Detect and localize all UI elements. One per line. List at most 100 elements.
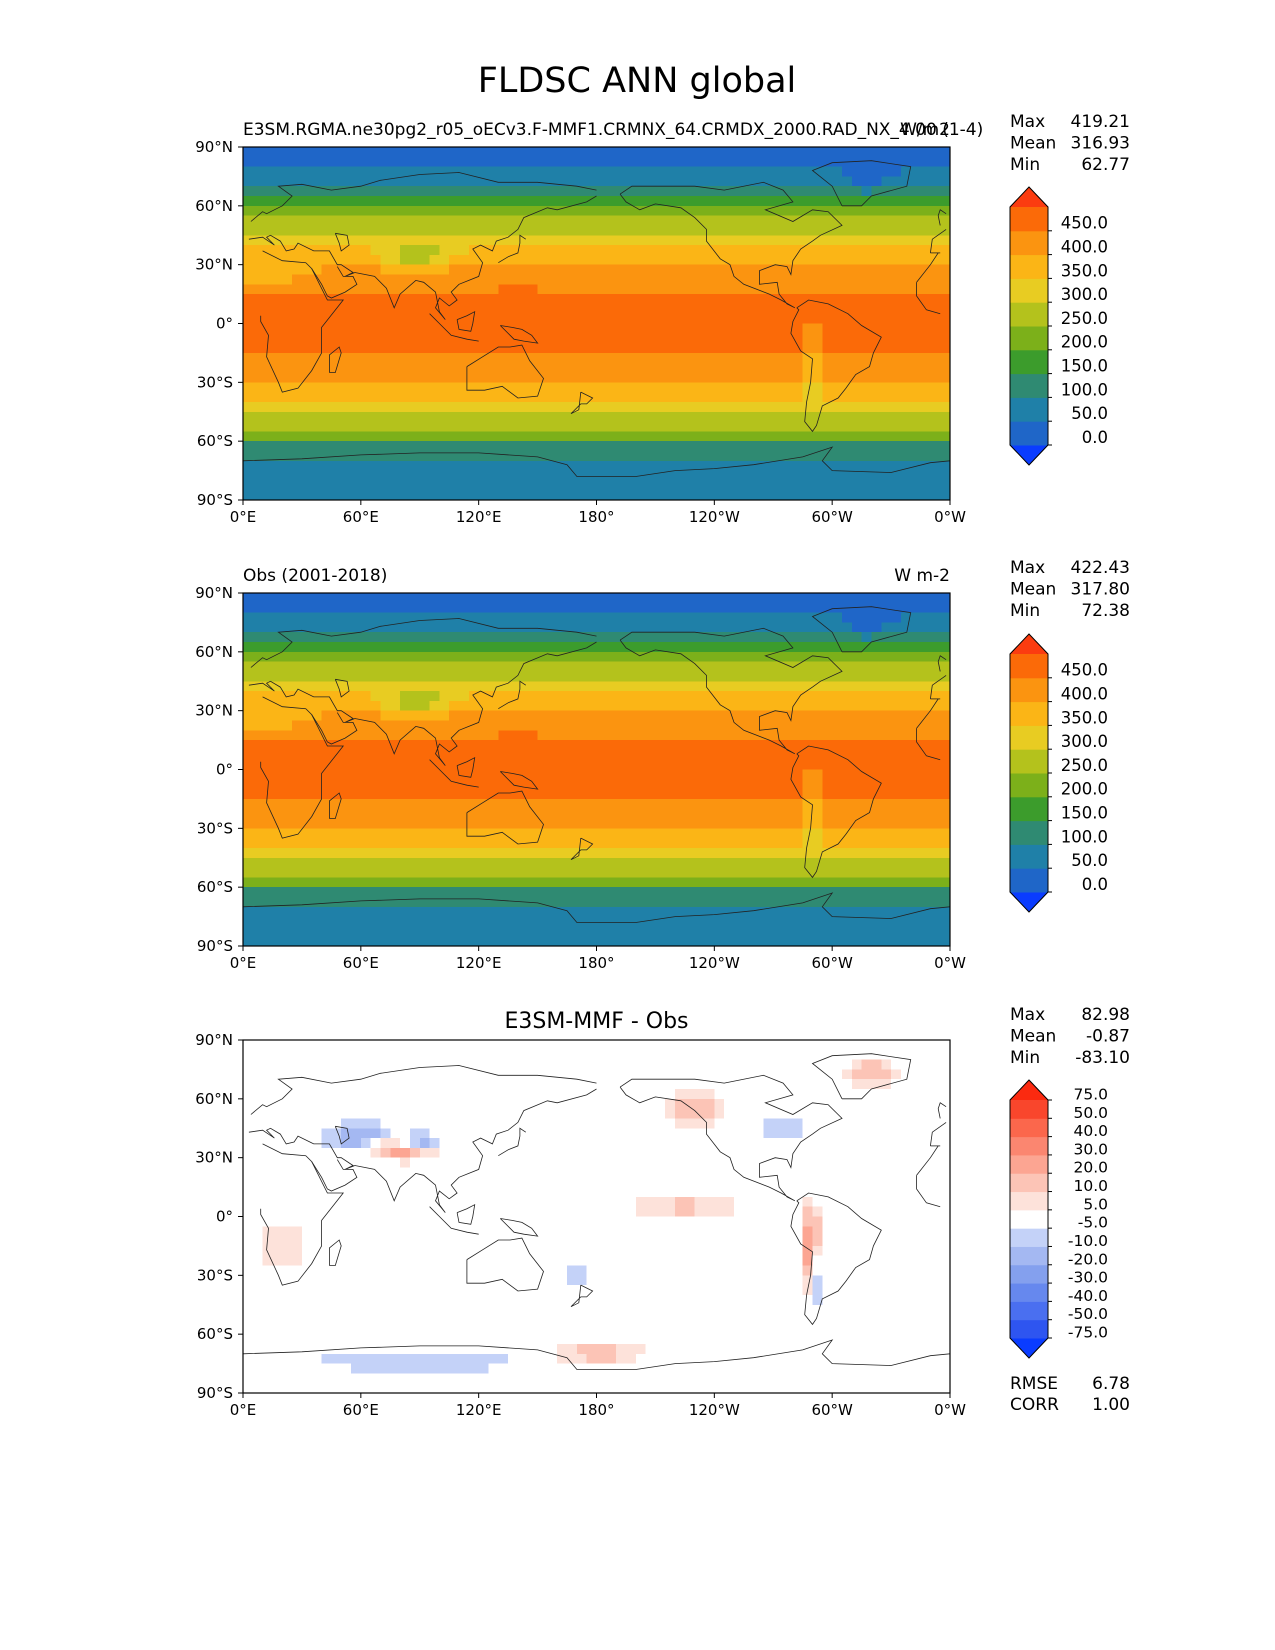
field-cell bbox=[547, 789, 558, 800]
field-cell bbox=[537, 867, 548, 878]
field-cell bbox=[488, 450, 499, 462]
field-cell bbox=[655, 661, 666, 673]
field-cell bbox=[773, 392, 784, 403]
field-cell bbox=[351, 779, 362, 790]
field-cell bbox=[773, 176, 784, 187]
field-cell bbox=[341, 470, 352, 481]
field-cell bbox=[832, 847, 843, 859]
field-cell bbox=[292, 450, 303, 462]
field-cell bbox=[419, 166, 431, 178]
field-cell bbox=[586, 691, 598, 702]
field-cell bbox=[861, 245, 873, 256]
field-cell bbox=[243, 887, 254, 898]
field-cell bbox=[871, 352, 882, 364]
colorbar-label: 350.0 bbox=[1061, 261, 1108, 280]
field-cell bbox=[861, 857, 873, 869]
field-cell bbox=[900, 847, 912, 859]
field-cell bbox=[900, 333, 912, 344]
field-cell bbox=[763, 166, 774, 178]
field-cell bbox=[792, 896, 804, 908]
field-cell bbox=[409, 779, 421, 790]
field-cell bbox=[635, 176, 647, 187]
field-cell bbox=[567, 671, 578, 682]
field-cell bbox=[724, 691, 735, 702]
field-cell bbox=[282, 441, 293, 452]
field-cell bbox=[704, 720, 715, 731]
field-cell bbox=[380, 896, 391, 908]
field-cell bbox=[891, 480, 902, 491]
field-cell bbox=[380, 622, 391, 633]
field-cell bbox=[341, 196, 352, 207]
field-cell bbox=[694, 661, 706, 673]
field-cell bbox=[635, 186, 647, 197]
field-cell bbox=[390, 789, 401, 800]
field-cell bbox=[596, 254, 607, 266]
field-cell bbox=[802, 480, 814, 491]
field-cell bbox=[861, 887, 873, 898]
field-cell bbox=[243, 867, 254, 878]
field-cell bbox=[449, 362, 460, 374]
field-cell bbox=[468, 460, 480, 472]
field-cell bbox=[655, 245, 666, 256]
field-cell bbox=[292, 294, 303, 305]
field-cell bbox=[576, 808, 588, 820]
field-cell bbox=[841, 632, 853, 643]
field-cell bbox=[586, 700, 598, 712]
field-cell bbox=[537, 671, 548, 682]
field-cell bbox=[871, 460, 882, 472]
field-cell bbox=[370, 343, 382, 354]
field-cell bbox=[331, 632, 342, 643]
field-cell bbox=[488, 779, 499, 790]
field-cell bbox=[920, 593, 931, 604]
field-cell bbox=[567, 431, 578, 442]
field-cell bbox=[331, 264, 342, 276]
field-cell bbox=[891, 372, 902, 383]
field-cell bbox=[743, 730, 755, 741]
field-cell bbox=[586, 245, 598, 256]
field-cell bbox=[773, 147, 784, 158]
field-cell bbox=[900, 632, 912, 643]
field-cell bbox=[684, 186, 696, 197]
field-cell bbox=[802, 254, 814, 266]
field-cell bbox=[606, 622, 617, 633]
field-cell bbox=[832, 789, 843, 800]
field-cell bbox=[655, 789, 666, 800]
field-cell bbox=[360, 156, 372, 168]
field-cell bbox=[243, 401, 254, 413]
field-cell bbox=[792, 196, 804, 207]
field-cell bbox=[930, 896, 941, 908]
field-cell bbox=[547, 156, 558, 168]
field-cell bbox=[459, 759, 470, 771]
field-cell bbox=[429, 401, 440, 413]
field-cell bbox=[763, 828, 774, 839]
field-cell bbox=[351, 205, 362, 217]
field-cell bbox=[792, 847, 804, 859]
field-cell bbox=[547, 176, 558, 187]
field-cell bbox=[783, 759, 794, 771]
field-cell bbox=[537, 205, 548, 217]
field-cell bbox=[498, 215, 509, 227]
field-cell bbox=[370, 847, 382, 859]
field-cell bbox=[714, 740, 725, 751]
field-cell bbox=[861, 740, 873, 751]
field-cell bbox=[301, 818, 313, 829]
field-cell bbox=[272, 838, 283, 849]
field-cell bbox=[871, 274, 882, 285]
field-cell bbox=[625, 372, 637, 383]
field-cell bbox=[851, 264, 863, 276]
field-cell bbox=[596, 490, 607, 500]
field-cell bbox=[606, 401, 617, 413]
field-cell bbox=[900, 818, 912, 829]
field-cell bbox=[606, 779, 617, 790]
field-cell bbox=[861, 759, 873, 771]
field-cell bbox=[733, 225, 745, 236]
field-cell bbox=[292, 480, 303, 491]
field-cell bbox=[783, 156, 794, 168]
field-cell bbox=[508, 303, 519, 315]
field-cell bbox=[714, 294, 725, 305]
field-cell bbox=[252, 382, 264, 393]
field-cell bbox=[331, 303, 342, 315]
field-cell bbox=[783, 313, 794, 325]
field-cell bbox=[675, 166, 686, 178]
field-cell bbox=[675, 691, 686, 702]
